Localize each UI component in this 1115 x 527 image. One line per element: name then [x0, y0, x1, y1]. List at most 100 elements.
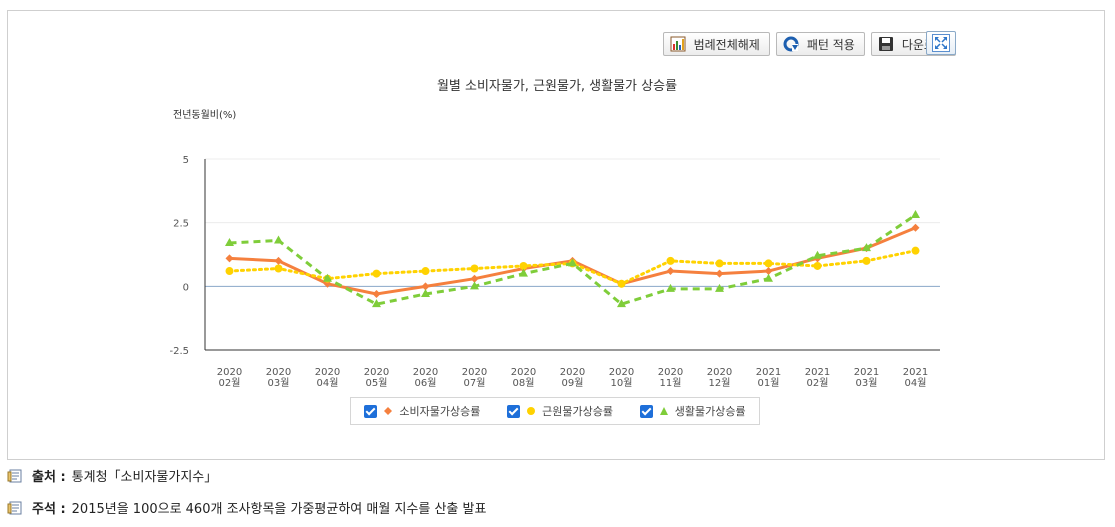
x-tick-year: 2020: [560, 367, 585, 378]
x-tick-year: 2021: [854, 367, 879, 378]
y-axis-title: 전년동월비(%): [173, 110, 237, 121]
data-point-circle: [715, 259, 724, 268]
x-tick-month: 09월: [562, 377, 584, 389]
x-tick-year: 2020: [364, 367, 389, 378]
data-point-triangle: [764, 273, 773, 282]
data-point-triangle: [568, 258, 577, 267]
chart-legend: 소비자물가상승률 근원물가상승률 생활물가상승률: [350, 397, 760, 425]
x-tick-month: 07월: [464, 377, 486, 389]
refresh-icon: [783, 36, 799, 52]
data-point-diamond: [764, 267, 773, 276]
legend-label-core: 근원물가상승률: [542, 405, 613, 418]
y-tick-label: 0: [183, 282, 189, 293]
x-tick-year: 2020: [413, 367, 438, 378]
legend-label-cpi: 소비자물가상승률: [399, 405, 481, 418]
legend-checkbox-cpi[interactable]: [364, 404, 378, 418]
remark-note: 주석 : 2015년을 100으로 460개 조사항목을 가중평균하여 매월 지…: [7, 498, 486, 517]
x-tick-month: 08월: [513, 377, 535, 389]
remark-text: 2015년을 100으로 460개 조사항목을 가중평균하여 매월 지수를 산출…: [71, 502, 487, 517]
chart-container: 범례전체해제 패턴 적용 다운로드 월별 소비자: [7, 10, 1105, 460]
legend-item-living[interactable]: 생활물가상승률: [639, 403, 746, 419]
x-tick-year: 2020: [462, 367, 487, 378]
data-point-diamond: [421, 282, 430, 291]
data-point-circle: [617, 279, 626, 288]
data-point-triangle: [470, 281, 479, 290]
data-point-circle: [421, 267, 430, 276]
pattern-apply-button[interactable]: 패턴 적용: [775, 32, 865, 56]
x-tick-year: 2020: [707, 367, 732, 378]
data-point-circle: [911, 246, 920, 255]
x-tick-year: 2020: [658, 367, 683, 378]
x-tick-year: 2021: [756, 367, 781, 378]
save-disk-icon: [878, 36, 894, 52]
data-point-diamond: [911, 223, 920, 232]
x-tick-year: 2020: [217, 367, 242, 378]
x-tick-month: 05월: [366, 377, 388, 389]
data-point-triangle: [911, 210, 920, 219]
source-note: 출처 : 통계청「소비자물가지수」: [7, 466, 217, 485]
data-point-circle: [862, 256, 871, 265]
x-tick-month: 12월: [709, 377, 731, 389]
bar-chart-icon: [670, 36, 686, 52]
pattern-apply-label: 패턴 적용: [806, 37, 855, 52]
data-point-circle: [372, 269, 381, 278]
legend-checkbox-living[interactable]: [639, 404, 653, 418]
x-tick-month: 02월: [807, 377, 829, 389]
x-tick-month: 03월: [856, 377, 878, 389]
data-point-triangle: [519, 268, 528, 277]
diamond-marker-icon: [384, 407, 393, 415]
data-point-diamond: [274, 256, 283, 265]
data-point-circle: [470, 264, 479, 273]
data-point-triangle: [666, 283, 675, 292]
data-point-diamond: [470, 274, 479, 283]
data-point-circle: [274, 264, 283, 273]
source-text: 통계청「소비자물가지수」: [71, 470, 218, 485]
data-point-circle: [225, 267, 234, 276]
x-tick-year: 2021: [903, 367, 928, 378]
y-tick-label: 5: [183, 155, 189, 166]
x-tick-month: 04월: [905, 377, 927, 389]
data-point-triangle: [372, 299, 381, 308]
x-tick-month: 10월: [611, 377, 633, 389]
data-point-triangle: [323, 273, 332, 282]
data-point-triangle: [617, 299, 626, 308]
fullscreen-button[interactable]: [926, 31, 956, 55]
legend-label-living: 생활물가상승률: [674, 405, 746, 418]
triangle-marker-icon: [659, 407, 668, 415]
legend-item-cpi[interactable]: 소비자물가상승률: [364, 403, 480, 419]
data-point-circle: [813, 261, 822, 270]
x-tick-month: 01월: [758, 377, 780, 389]
x-tick-year: 2020: [511, 367, 536, 378]
remark-label: 주석 :: [32, 502, 66, 517]
document-icon: [7, 501, 24, 515]
x-tick-month: 04월: [317, 377, 339, 389]
data-point-triangle: [715, 283, 724, 292]
y-tick-label: 2.5: [173, 219, 189, 230]
y-tick-label: -2.5: [169, 346, 189, 357]
x-tick-year: 2020: [609, 367, 634, 378]
x-tick-year: 2020: [315, 367, 340, 378]
legend-clear-label: 범례전체해제: [693, 37, 760, 52]
data-point-diamond: [225, 254, 234, 263]
x-tick-year: 2020: [266, 367, 291, 378]
data-point-triangle: [813, 250, 822, 259]
data-point-circle: [764, 259, 773, 268]
data-point-diamond: [372, 289, 381, 298]
legend-clear-button[interactable]: 범례전체해제: [662, 32, 770, 56]
x-tick-month: 06월: [415, 377, 437, 389]
data-point-circle: [666, 256, 675, 265]
legend-checkbox-core[interactable]: [507, 404, 521, 418]
data-point-triangle: [862, 243, 871, 252]
line-chart-plot: 52.50-2.5202002월202003월202004월202005월202…: [169, 155, 940, 389]
chart-title: 월별 소비자물가, 근원물가, 생활물가 상승률: [436, 79, 678, 94]
data-point-triangle: [274, 235, 283, 244]
source-label: 출처 :: [32, 470, 66, 485]
data-point-diamond: [666, 267, 675, 276]
data-point-triangle: [225, 238, 234, 247]
data-point-circle: [519, 261, 528, 270]
data-point-diamond: [715, 269, 724, 278]
data-point-triangle: [421, 288, 430, 297]
x-tick-year: 2021: [805, 367, 830, 378]
x-tick-month: 02월: [219, 377, 241, 389]
legend-item-core[interactable]: 근원물가상승률: [507, 403, 613, 419]
